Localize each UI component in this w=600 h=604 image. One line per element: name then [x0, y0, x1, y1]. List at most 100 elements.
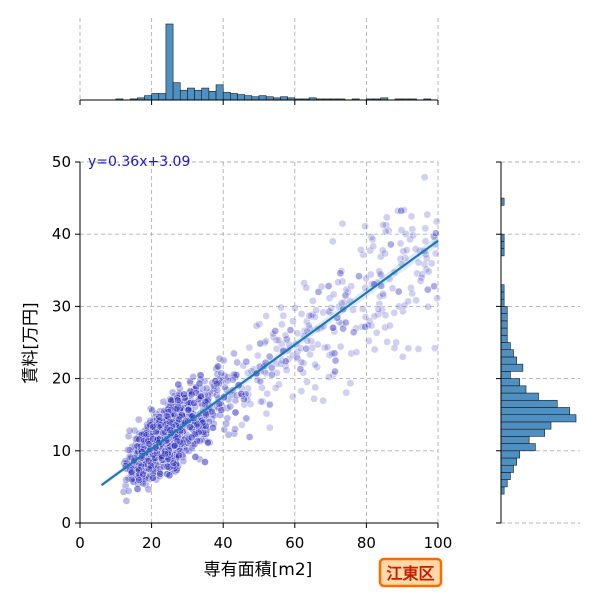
scatter-point: [133, 485, 142, 493]
scatter-point: [213, 362, 222, 371]
scatter-point: [381, 323, 389, 332]
scatter-point: [243, 368, 252, 377]
scatter-point: [302, 344, 311, 353]
scatter-point: [293, 354, 302, 363]
scatter-point: [297, 358, 306, 367]
scatter-point: [256, 377, 265, 386]
scatter-point: [334, 278, 342, 287]
scatter-point: [324, 282, 333, 290]
scatter-point: [423, 210, 432, 219]
scatter-point: [308, 343, 317, 352]
scatter-point: [281, 331, 290, 340]
scatter-point: [174, 451, 183, 460]
scatter-point: [346, 379, 355, 388]
scatter-point: [202, 384, 211, 393]
scatter-point: [224, 395, 233, 404]
scatter-point: [149, 474, 157, 482]
scatter-point: [288, 393, 297, 401]
scatter-point: [179, 435, 188, 444]
scatter-point: [178, 451, 187, 460]
scatter-point: [271, 384, 280, 392]
scatter-point: [193, 437, 202, 445]
x-hist-bar: [179, 89, 188, 101]
scatter-point: [338, 219, 347, 228]
scatter-point: [404, 297, 412, 306]
scatter-point: [144, 436, 152, 445]
scatter-point: [400, 206, 408, 214]
x-tick-label: 20: [142, 534, 161, 552]
scatter-point: [149, 469, 157, 477]
y-hist-bar: [500, 313, 508, 322]
scatter-point: [305, 321, 313, 330]
scatter-point: [390, 344, 399, 352]
x-hist-bar: [172, 82, 181, 101]
scatter-point: [195, 379, 204, 388]
scatter-point: [238, 421, 246, 429]
x-hist-bar: [187, 87, 195, 101]
scatter-point: [176, 446, 184, 455]
scatter-point: [407, 212, 416, 221]
x-hist-bar: [222, 92, 231, 101]
scatter-point: [122, 497, 131, 505]
scatter-point: [313, 363, 321, 371]
scatter-point: [239, 361, 248, 370]
scatter-point: [242, 414, 251, 423]
scatter-point: [266, 401, 274, 409]
x-hist-bar: [194, 89, 203, 101]
scatter-point: [164, 405, 172, 414]
scatter-point: [311, 383, 320, 392]
scatter-point: [361, 323, 370, 331]
scatter-point: [283, 335, 292, 344]
scatter-point: [257, 397, 265, 406]
scatter-point: [256, 339, 265, 348]
x-hist-bar: [208, 91, 217, 101]
scatter-point: [330, 349, 339, 358]
scatter-point: [313, 340, 322, 349]
scatter-point: [292, 352, 301, 361]
scatter-point: [263, 389, 272, 398]
scatter-point: [172, 460, 180, 469]
x-hist-bar: [158, 93, 167, 101]
scatter-point: [319, 396, 327, 405]
scatter-point: [388, 284, 397, 293]
scatter-point: [154, 416, 163, 425]
scatter-point: [194, 422, 203, 431]
scatter-point: [252, 322, 261, 330]
y-hist-bar: [500, 414, 577, 423]
scatter-point: [357, 245, 365, 254]
scatter-point: [297, 387, 306, 395]
scatter-point: [355, 272, 363, 281]
scatter-point: [207, 407, 216, 416]
scatter-point: [177, 411, 186, 419]
scatter-point: [289, 317, 297, 326]
x-tick-label: 100: [424, 534, 453, 552]
scatter-point: [336, 269, 345, 278]
scatter-point: [409, 231, 418, 240]
scatter-point: [337, 267, 346, 275]
y-tick-label: 40: [52, 225, 71, 243]
scatter-point: [305, 324, 314, 333]
scatter-point: [217, 369, 225, 378]
scatter-point: [175, 415, 183, 424]
scatter-point: [166, 426, 175, 434]
scatter-point: [302, 317, 311, 326]
scatter-point: [144, 485, 153, 494]
y-tick-label: 20: [52, 370, 71, 388]
y-hist-bar: [500, 385, 527, 394]
scatter-point: [384, 226, 393, 235]
scatter-point: [169, 459, 178, 467]
regression-line-group: [100, 239, 439, 486]
scatter-point: [369, 242, 378, 251]
scatter-point: [196, 371, 205, 380]
scatter-point: [156, 470, 164, 478]
scatter-point: [278, 320, 286, 329]
scatter-point: [349, 306, 357, 314]
scatter-point: [320, 343, 329, 352]
scatter-point: [146, 421, 155, 430]
scatter-point: [269, 329, 277, 338]
scatter-point: [376, 252, 385, 261]
scatter-point: [246, 400, 255, 408]
scatter-point: [383, 337, 391, 346]
y-hist-bar: [500, 320, 508, 329]
scatter-point: [300, 279, 309, 287]
